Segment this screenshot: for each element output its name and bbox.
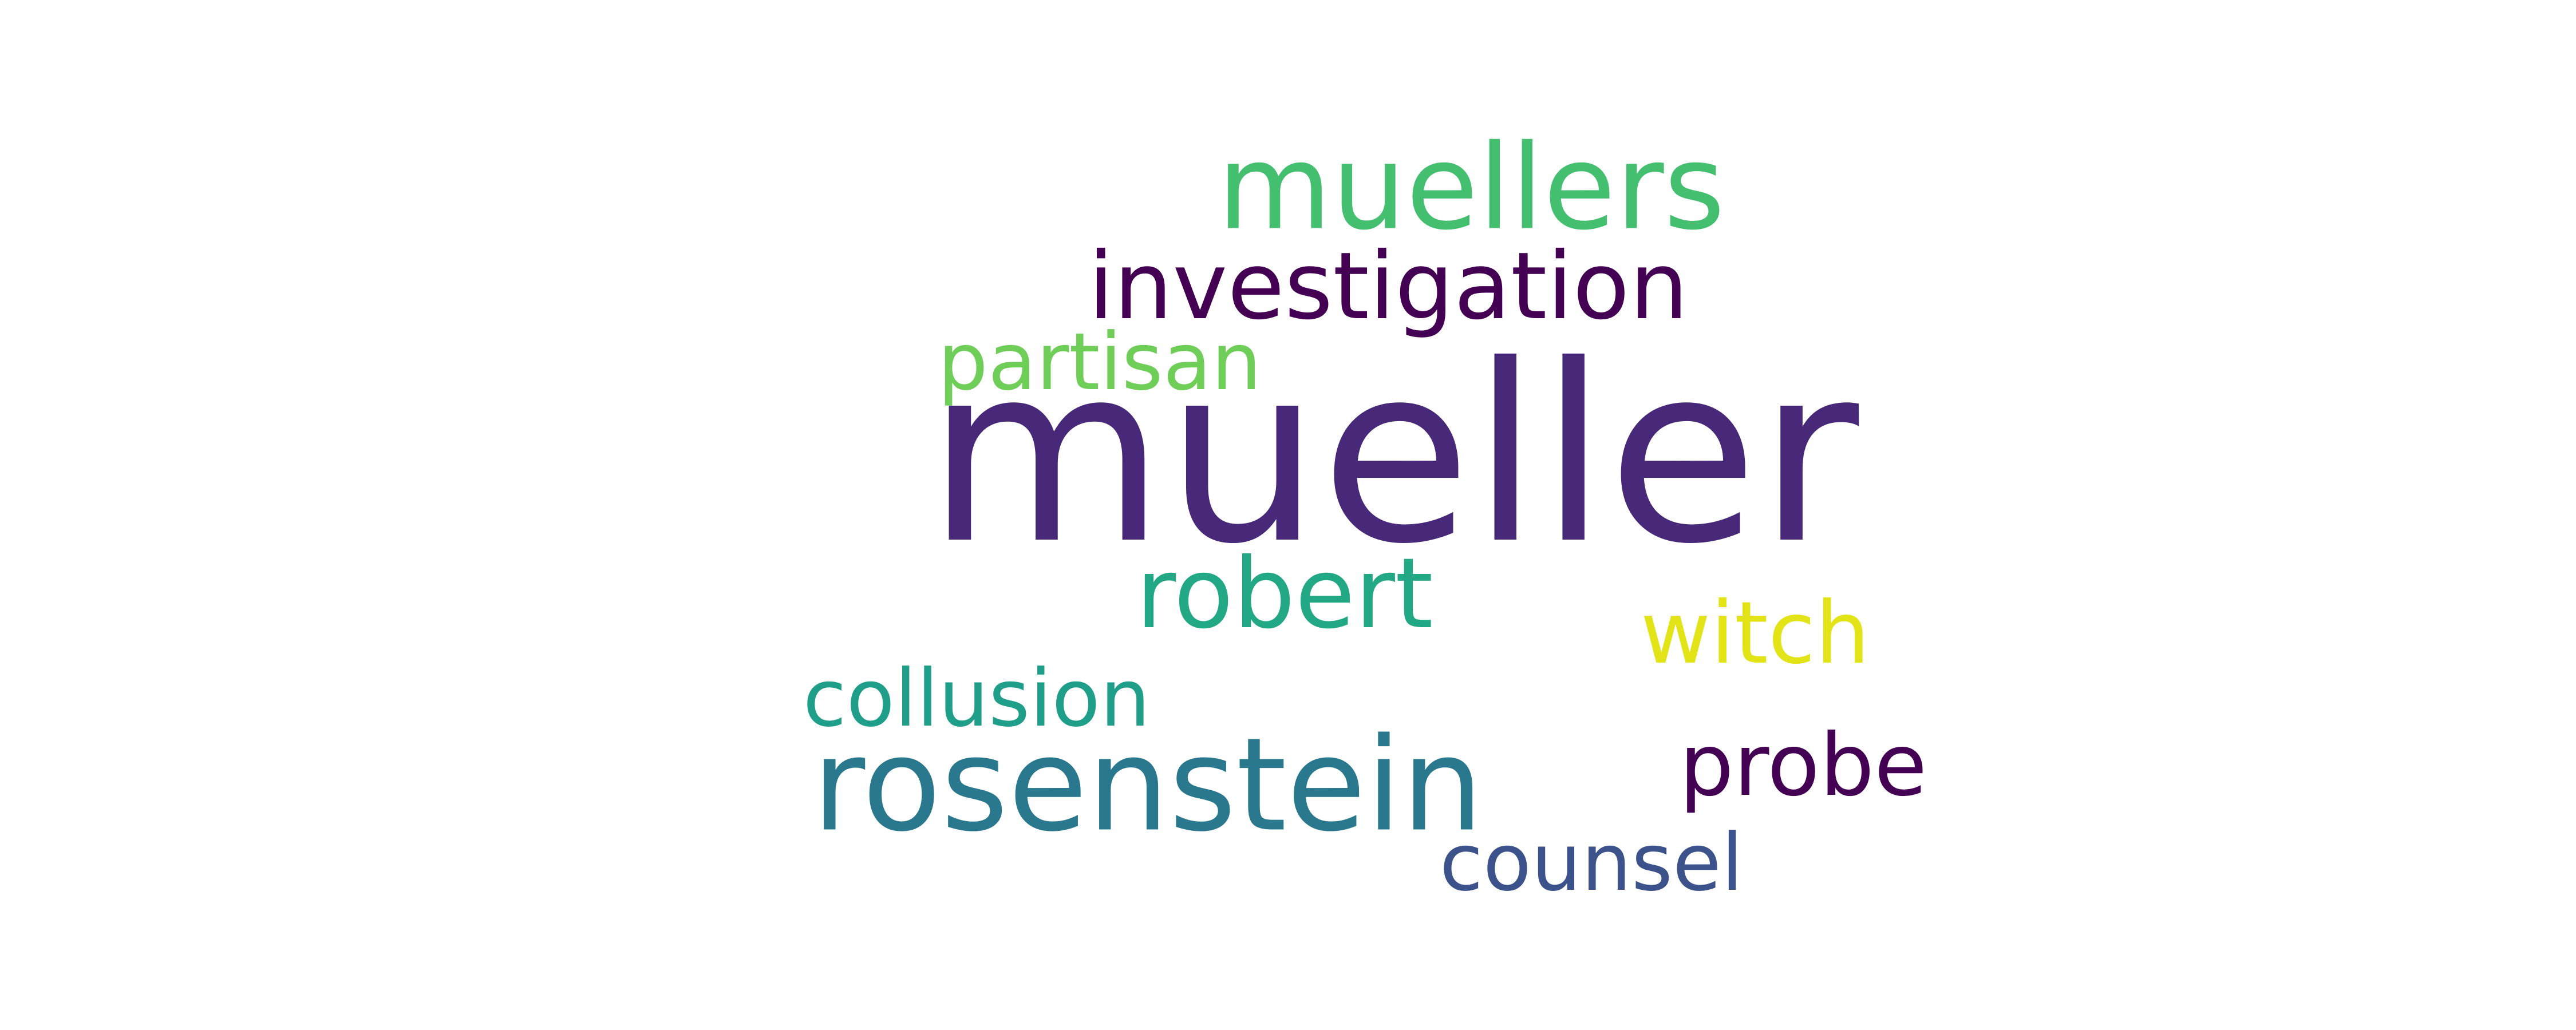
word-rosenstein: rosenstein <box>812 710 1484 861</box>
word-probe: probe <box>1679 716 1927 815</box>
word-witch: witch <box>1640 584 1870 683</box>
word-muellers: muellers <box>1217 120 1725 256</box>
word-counsel: counsel <box>1439 817 1744 909</box>
word-partisan: partisan <box>938 316 1262 408</box>
word-collusion: collusion <box>803 652 1151 744</box>
word-mueller: mueller <box>926 312 1859 597</box>
word-robert: robert <box>1136 537 1433 651</box>
word-investigation: investigation <box>1088 233 1689 340</box>
